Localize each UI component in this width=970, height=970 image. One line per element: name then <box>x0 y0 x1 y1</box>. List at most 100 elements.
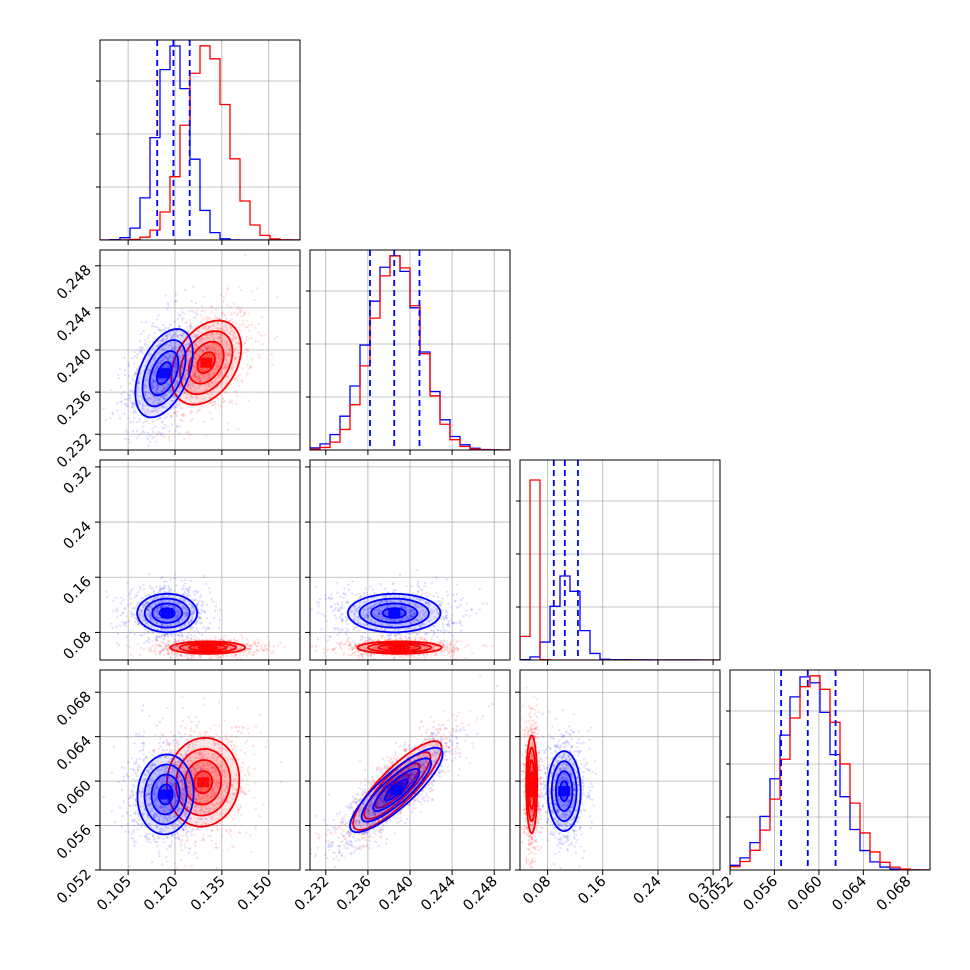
contour-blue <box>143 597 191 629</box>
contour-blue <box>360 757 432 823</box>
contour-red <box>175 747 232 817</box>
samples-red <box>109 253 279 442</box>
x-tick-label: 0.232 <box>292 874 333 915</box>
y-tick-label: 0.240 <box>54 347 95 388</box>
contour-blue <box>546 750 582 833</box>
contour-red <box>525 734 539 835</box>
y-tick-label: 0.052 <box>54 867 95 908</box>
y-tick-label: 0.236 <box>54 389 95 430</box>
contour-red <box>187 340 225 385</box>
density-peak-red <box>197 777 210 788</box>
scatter-panel-0-1 <box>100 250 300 450</box>
histogram-frame <box>99 39 301 241</box>
contour-blue <box>370 602 419 624</box>
samples-blue <box>102 704 230 870</box>
contour-red <box>165 736 241 828</box>
contour-blue <box>155 361 173 386</box>
x-tick-label: 0.16 <box>575 874 609 908</box>
contour-red <box>169 640 247 655</box>
y-tick-label: 0.248 <box>54 262 95 303</box>
y-tick-label: 0.060 <box>54 778 95 819</box>
contour-red <box>196 351 216 375</box>
x-tick-label: 0.236 <box>334 874 375 915</box>
x-tick-label: 0.064 <box>829 874 870 915</box>
scatter-frame <box>519 669 721 871</box>
contour-blue <box>383 778 409 802</box>
contour-blue <box>349 746 444 834</box>
contour-blue <box>157 783 174 806</box>
x-tick-label: 0.135 <box>188 874 229 915</box>
scatter-frame <box>99 669 301 871</box>
density-peak-red <box>200 357 213 368</box>
y-tick-label: 0.16 <box>61 574 95 608</box>
contour-blue <box>136 592 199 634</box>
contour-blue <box>148 350 180 397</box>
contour-blue <box>346 592 442 634</box>
contour-red <box>377 643 422 652</box>
density-peak-blue <box>390 785 403 795</box>
histogram-red <box>730 675 930 870</box>
histogram-red <box>520 479 720 660</box>
density-peak-red <box>201 642 214 653</box>
x-tick-label: 0.244 <box>418 874 459 915</box>
x-tick-label: 0.105 <box>94 874 135 915</box>
scatter-panel-0-2 <box>100 460 300 660</box>
histogram-red <box>100 45 300 240</box>
contour-blue <box>372 767 421 813</box>
scatter-panel-0-3 <box>100 670 300 870</box>
contour-blue <box>555 770 574 813</box>
contour-blue <box>141 339 187 408</box>
contour-red <box>356 640 443 655</box>
density-peak-blue <box>558 786 571 797</box>
scatter-panel-2-3 <box>520 670 720 870</box>
x-tick-label: 0.240 <box>376 874 417 915</box>
contour-red <box>188 643 228 652</box>
contour-red <box>374 762 421 809</box>
scatter-panel-1-2 <box>310 460 510 660</box>
density-peak-blue <box>158 368 171 379</box>
histogram-panel-3 <box>730 670 930 870</box>
contour-red <box>526 746 537 823</box>
histogram-red <box>310 255 510 450</box>
y-tick-label: 0.24 <box>61 519 95 553</box>
y-tick-label: 0.232 <box>54 431 95 472</box>
x-tick-label: 0.24 <box>631 874 665 908</box>
histogram-frame <box>519 459 721 661</box>
x-tick-label: 0.068 <box>874 874 915 915</box>
contour-blue <box>134 328 194 419</box>
contour-blue <box>358 597 430 629</box>
contour-blue <box>550 760 578 823</box>
histogram-panel-0 <box>100 40 300 240</box>
density-peak-blue <box>388 608 401 619</box>
density-peak-red <box>525 779 538 790</box>
contour-blue <box>151 602 184 624</box>
contour-blue <box>150 773 181 816</box>
scatter-frame <box>99 459 301 661</box>
y-tick-label: 0.056 <box>54 822 95 863</box>
contour-blue <box>143 763 188 826</box>
density-peak-blue <box>159 789 172 800</box>
y-tick-label: 0.064 <box>54 733 95 774</box>
x-tick-label: 0.248 <box>460 874 501 915</box>
contour-red <box>178 641 237 654</box>
histogram-panel-1 <box>310 250 510 450</box>
histogram-blue <box>100 45 300 240</box>
contour-red <box>193 770 214 795</box>
x-tick-label: 0.08 <box>520 874 554 908</box>
density-peak-red <box>393 642 406 653</box>
contour-red <box>179 330 234 396</box>
x-tick-label: 0.120 <box>141 874 182 915</box>
contour-red <box>528 759 536 810</box>
density-peak-blue <box>161 608 174 619</box>
scatter-panel-1-3 <box>310 670 510 870</box>
histogram-frame <box>729 669 931 871</box>
x-tick-label: 0.056 <box>741 874 782 915</box>
x-tick-label: 0.150 <box>235 874 276 915</box>
y-tick-label: 0.244 <box>54 304 95 345</box>
contour-blue <box>136 753 195 836</box>
y-tick-label: 0.08 <box>61 629 95 663</box>
y-tick-label: 0.068 <box>54 689 95 730</box>
contour-red <box>529 771 534 798</box>
x-tick-label: 0.060 <box>785 874 826 915</box>
